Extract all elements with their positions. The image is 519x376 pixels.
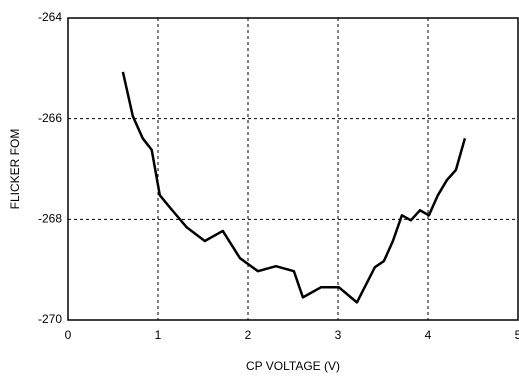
y-axis-title: FLICKER FOM (8, 129, 22, 210)
x-tick-label: 1 (155, 328, 162, 342)
x-axis-title: CP VOLTAGE (V) (246, 359, 340, 373)
x-tick-label: 2 (245, 328, 252, 342)
y-tick-label: -270 (38, 312, 62, 326)
y-tick-label: -266 (38, 111, 62, 125)
x-tick-label: 0 (65, 328, 72, 342)
x-tick-label: 3 (335, 328, 342, 342)
line-series (121, 71, 467, 304)
x-tick-label: 5 (515, 328, 519, 342)
y-tick-label: -268 (38, 212, 62, 226)
plot-frame (67, 17, 519, 321)
x-tick-label: 4 (425, 328, 432, 342)
y-tick-label: -264 (38, 10, 62, 24)
